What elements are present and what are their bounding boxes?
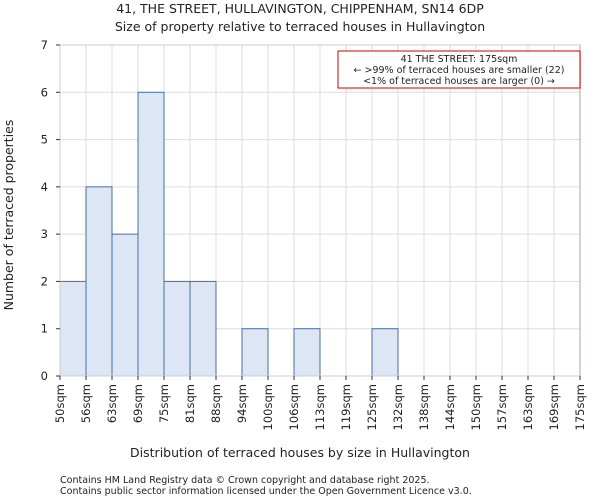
bar xyxy=(371,328,399,377)
y-tick-label: 6 xyxy=(41,85,48,99)
y-tick-label: 3 xyxy=(41,227,48,241)
x-tick-label: 119sqm xyxy=(339,384,353,430)
chart-title: 41, THE STREET, HULLAVINGTON, CHIPPENHAM… xyxy=(116,1,484,16)
bar xyxy=(85,186,113,377)
x-tick-label: 63sqm xyxy=(105,384,119,423)
footer-line-1: Contains HM Land Registry data © Crown c… xyxy=(60,475,430,486)
x-tick-label: 69sqm xyxy=(131,384,145,423)
bar xyxy=(111,233,139,377)
y-tick-label: 7 xyxy=(41,38,48,52)
x-tick-label: 81sqm xyxy=(183,384,197,423)
bar xyxy=(189,280,217,377)
bar xyxy=(241,328,269,377)
x-tick-label: 163sqm xyxy=(521,384,535,430)
x-tick-label: 138sqm xyxy=(417,384,431,430)
annotation-box: 41 THE STREET: 175sqm ← >99% of terraced… xyxy=(337,50,581,89)
x-tick-label: 113sqm xyxy=(313,384,327,430)
annotation-line-3: <1% of terraced houses are larger (0) → xyxy=(363,76,555,87)
footer-line-2: Contains public sector information licen… xyxy=(60,486,472,497)
bar xyxy=(59,280,87,377)
x-tick-label: 144sqm xyxy=(443,384,457,430)
x-tick-label: 75sqm xyxy=(157,384,171,423)
y-tick-label: 4 xyxy=(41,180,48,194)
bar xyxy=(293,328,321,377)
annotation-line-2: ← >99% of terraced houses are smaller (2… xyxy=(354,65,565,76)
x-tick-label: 169sqm xyxy=(547,384,561,430)
x-axis-label: Distribution of terraced houses by size … xyxy=(130,445,470,460)
x-tick-label: 157sqm xyxy=(495,384,509,430)
x-tick-label: 94sqm xyxy=(235,384,249,423)
y-tick-label: 2 xyxy=(41,274,48,288)
x-tick-label: 88sqm xyxy=(209,384,223,423)
chart-subtitle: Size of property relative to terraced ho… xyxy=(115,19,485,34)
y-axis-ticks: 0 1 2 3 4 5 6 7 xyxy=(41,38,60,383)
annotation-line-1: 41 THE STREET: 175sqm xyxy=(401,54,518,65)
y-tick-label: 0 xyxy=(41,369,48,383)
x-tick-label: 100sqm xyxy=(261,384,275,430)
x-tick-label: 125sqm xyxy=(365,384,379,430)
x-tick-label: 175sqm xyxy=(573,384,587,430)
bar xyxy=(163,280,191,377)
bars xyxy=(59,91,399,377)
y-tick-label: 5 xyxy=(41,133,48,147)
y-tick-label: 1 xyxy=(41,322,48,336)
bar xyxy=(137,91,165,377)
y-axis-label: Number of terraced properties xyxy=(1,120,16,311)
annotation-frame xyxy=(337,50,581,89)
x-tick-label: 132sqm xyxy=(391,384,405,430)
x-axis-ticks: 50sqm 56sqm 63sqm 69sqm 75sqm 81sqm 88sqm 94sqm… xyxy=(53,376,587,430)
x-tick-label: 50sqm xyxy=(53,384,67,423)
x-tick-label: 150sqm xyxy=(469,384,483,430)
x-tick-label: 56sqm xyxy=(79,384,93,423)
x-tick-label: 106sqm xyxy=(287,384,301,430)
